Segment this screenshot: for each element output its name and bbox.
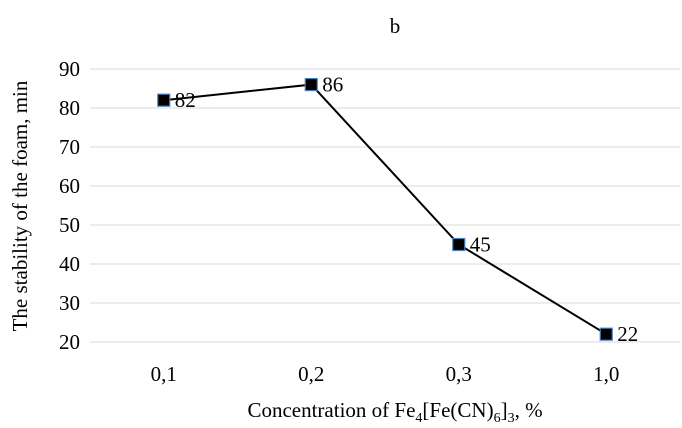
chart-title: b xyxy=(390,14,401,38)
data-labels: 82 86 45 22 xyxy=(175,73,639,347)
data-label: 22 xyxy=(617,322,638,346)
gridlines xyxy=(90,68,680,343)
series-line xyxy=(163,83,607,336)
x-tick-label: 1,0 xyxy=(593,362,619,386)
data-label: 86 xyxy=(322,73,343,97)
y-axis-title: The stability of the foam, min xyxy=(8,80,32,331)
y-axis-ticks: 20 30 40 50 60 70 80 90 xyxy=(59,57,80,354)
data-label: 45 xyxy=(470,233,491,257)
series-markers xyxy=(157,77,613,341)
y-tick-label: 60 xyxy=(59,174,80,198)
data-point-marker xyxy=(452,237,466,252)
y-tick-label: 30 xyxy=(59,291,80,315)
data-point-marker xyxy=(304,77,318,92)
data-point-marker xyxy=(599,327,613,341)
y-tick-label: 50 xyxy=(59,213,80,237)
data-label: 82 xyxy=(175,88,196,112)
series-line-group xyxy=(163,83,607,336)
y-tick-label: 40 xyxy=(59,252,80,276)
y-tick-label: 80 xyxy=(59,96,80,120)
x-axis-title: Concentration of Fe4[Fe(CN)6]3, % xyxy=(247,398,542,426)
y-tick-label: 70 xyxy=(59,135,80,159)
x-tick-label: 0,3 xyxy=(446,362,472,386)
data-point-marker xyxy=(157,93,171,107)
x-tick-label: 0,2 xyxy=(298,362,324,386)
x-axis-ticks: 0,1 0,2 0,3 1,0 xyxy=(151,362,620,386)
x-tick-label: 0,1 xyxy=(151,362,177,386)
y-tick-label: 90 xyxy=(59,57,80,81)
y-tick-label: 20 xyxy=(59,330,80,354)
